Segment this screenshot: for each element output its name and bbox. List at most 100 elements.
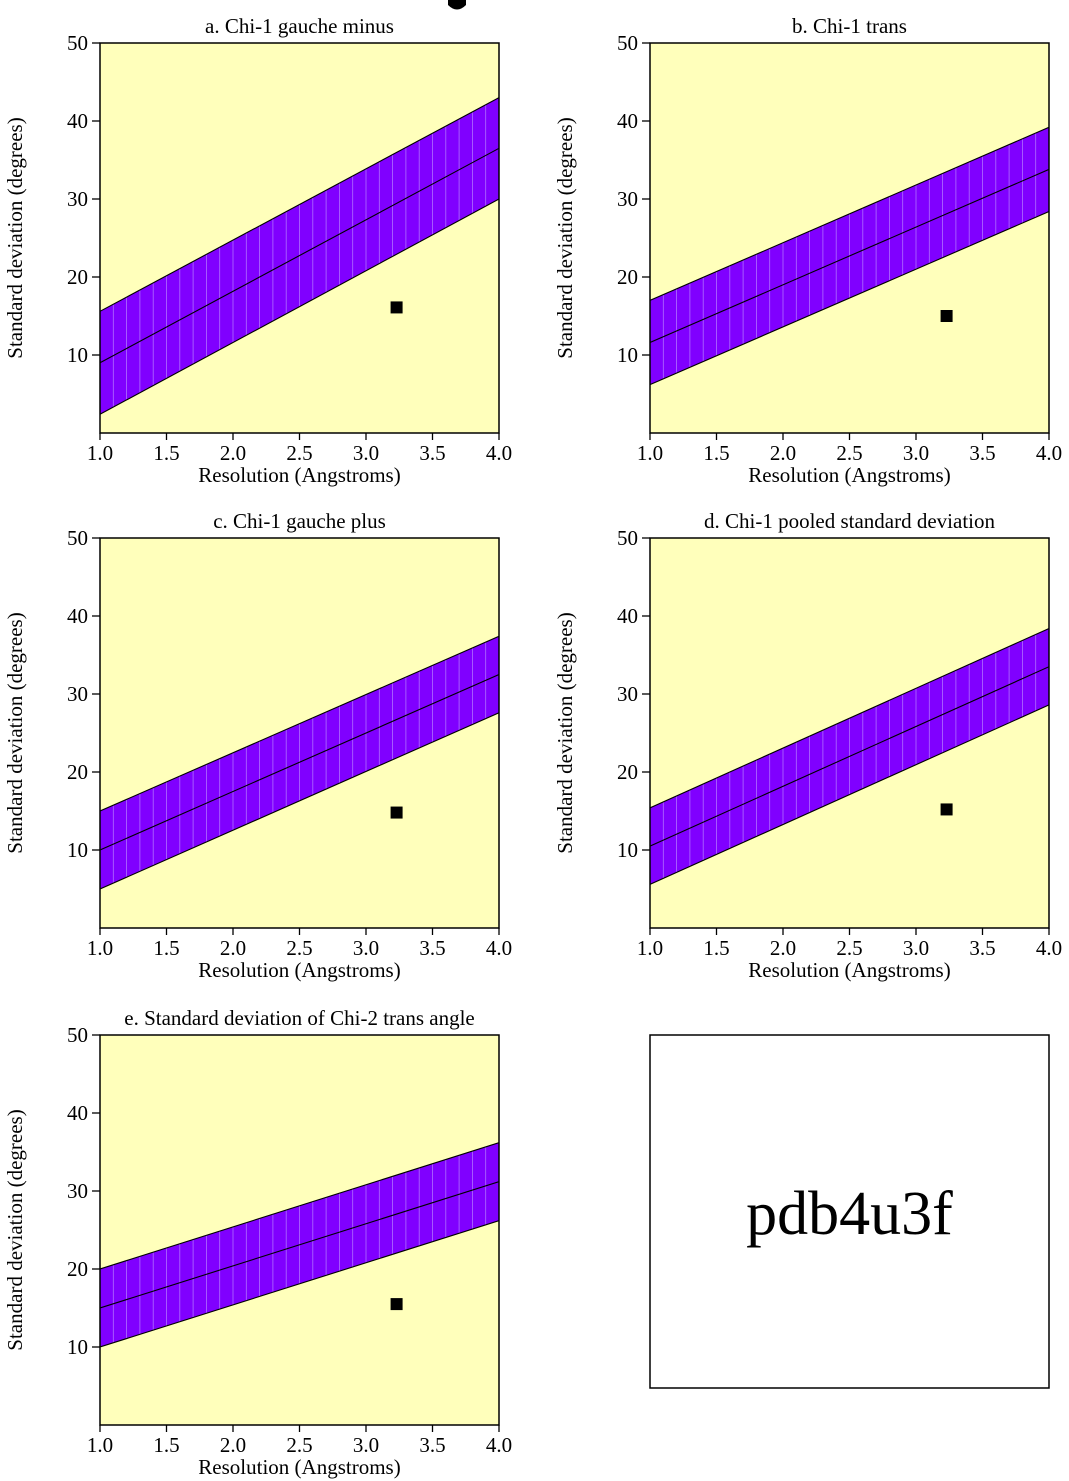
y-tick-label: 40 xyxy=(67,109,88,133)
x-tick-label: 1.0 xyxy=(87,1433,113,1457)
panel-title: e. Standard deviation of Chi-2 trans ang… xyxy=(124,1006,475,1030)
y-axis-label: Standard deviation (degrees) xyxy=(3,117,27,358)
panel-title: a. Chi-1 gauche minus xyxy=(205,14,394,38)
y-tick-label: 30 xyxy=(617,682,638,706)
y-tick-label: 20 xyxy=(67,265,88,289)
y-tick-label: 50 xyxy=(617,31,638,55)
y-tick-label: 20 xyxy=(617,760,638,784)
chart-panel-4: 1.0 1.5 2.0 2.5 3.0 3.5 4.0 10 20 30 40 50 d. Chi-1 … xyxy=(553,509,1062,982)
band-upper-line xyxy=(650,126,1049,301)
x-tick-label: 4.0 xyxy=(486,441,512,465)
data-point xyxy=(390,301,403,314)
x-tick-label: 4.0 xyxy=(1036,441,1062,465)
y-tick-label: 10 xyxy=(67,1335,88,1359)
x-tick-label: 1.5 xyxy=(703,936,729,960)
y-tick-label: 10 xyxy=(617,343,638,367)
y-tick-label: 50 xyxy=(617,526,638,550)
x-tick-label: 3.5 xyxy=(419,936,445,960)
x-tick-label: 2.0 xyxy=(220,936,246,960)
panel-title: c. Chi-1 gauche plus xyxy=(213,509,386,533)
x-axis-label: Resolution (Angstroms) xyxy=(198,958,400,982)
x-tick-label: 1.0 xyxy=(87,936,113,960)
band-lower-line xyxy=(650,210,1049,386)
x-tick-label: 3.0 xyxy=(353,936,379,960)
x-tick-label: 3.0 xyxy=(353,441,379,465)
y-axis-label: Standard deviation (degrees) xyxy=(3,612,27,853)
y-tick-label: 40 xyxy=(67,1101,88,1125)
y-tick-label: 50 xyxy=(67,31,88,55)
x-tick-label: 2.0 xyxy=(220,1433,246,1457)
band-upper-line xyxy=(100,97,499,312)
band-lower-line xyxy=(100,1220,499,1348)
y-axis-label: Standard deviation (degrees) xyxy=(553,612,577,853)
x-tick-label: 2.5 xyxy=(836,936,862,960)
y-tick-label: 10 xyxy=(617,838,638,862)
x-tick-label: 1.5 xyxy=(153,441,179,465)
stamp-box: pdb4u3f xyxy=(649,1034,1050,1389)
clipped-title-glyph-icon xyxy=(448,0,466,10)
x-tick-label: 1.0 xyxy=(637,441,663,465)
y-tick-label: 40 xyxy=(617,109,638,133)
y-tick-label: 20 xyxy=(67,760,88,784)
panels: 1.0 1.5 2.0 2.5 3.0 3.5 4.0 10 20 30 40 50 a. Chi-1 … xyxy=(3,14,1062,1479)
band-center-line xyxy=(100,673,499,851)
x-axis-label: Resolution (Angstroms) xyxy=(748,958,950,982)
x-tick-label: 2.5 xyxy=(286,1433,312,1457)
x-axis-label: Resolution (Angstroms) xyxy=(198,463,400,487)
y-tick-label: 20 xyxy=(617,265,638,289)
x-tick-label: 4.0 xyxy=(486,1433,512,1457)
x-tick-label: 1.5 xyxy=(153,1433,179,1457)
x-tick-label: 3.5 xyxy=(419,1433,445,1457)
x-tick-label: 4.0 xyxy=(486,936,512,960)
x-tick-label: 2.0 xyxy=(770,441,796,465)
data-point xyxy=(390,806,403,819)
x-tick-label: 4.0 xyxy=(1036,936,1062,960)
x-tick-label: 3.5 xyxy=(969,441,995,465)
y-tick-label: 30 xyxy=(67,187,88,211)
y-tick-label: 40 xyxy=(67,604,88,628)
stamp-box-text: pdb4u3f xyxy=(746,1180,953,1248)
chart-panel-2: 1.0 1.5 2.0 2.5 3.0 3.5 4.0 10 20 30 40 50 b. Chi-1 … xyxy=(553,14,1062,487)
x-tick-label: 2.0 xyxy=(220,441,246,465)
x-tick-label: 3.5 xyxy=(969,936,995,960)
y-tick-label: 40 xyxy=(617,604,638,628)
chart-panel-3: 1.0 1.5 2.0 2.5 3.0 3.5 4.0 10 20 30 40 50 c. Chi-1 … xyxy=(3,509,512,982)
band-center-line xyxy=(100,1181,499,1309)
x-tick-label: 3.0 xyxy=(903,936,929,960)
y-tick-label: 30 xyxy=(617,187,638,211)
x-tick-label: 1.5 xyxy=(153,936,179,960)
x-tick-label: 1.0 xyxy=(637,936,663,960)
x-tick-label: 2.5 xyxy=(286,936,312,960)
stamp-box-frame xyxy=(649,1034,1050,1389)
band-upper-line xyxy=(100,1142,499,1270)
y-axis-label: Standard deviation (degrees) xyxy=(553,117,577,358)
y-axis-label: Standard deviation (degrees) xyxy=(3,1109,27,1350)
band-lower-line xyxy=(650,704,1049,885)
x-tick-label: 3.5 xyxy=(419,441,445,465)
band-center-line xyxy=(650,666,1049,847)
panel-title: d. Chi-1 pooled standard deviation xyxy=(704,509,996,533)
x-tick-label: 3.0 xyxy=(353,1433,379,1457)
x-tick-label: 1.0 xyxy=(87,441,113,465)
band-upper-line xyxy=(650,627,1049,809)
y-tick-label: 50 xyxy=(67,1023,88,1047)
band-lower-line xyxy=(100,198,499,415)
y-tick-label: 50 xyxy=(67,526,88,550)
data-point xyxy=(390,1298,403,1311)
band-center-line xyxy=(100,147,499,364)
y-tick-label: 30 xyxy=(67,682,88,706)
x-tick-label: 2.5 xyxy=(286,441,312,465)
y-tick-label: 30 xyxy=(67,1179,88,1203)
panel-title: b. Chi-1 trans xyxy=(792,14,907,38)
x-tick-label: 3.0 xyxy=(903,441,929,465)
y-tick-label: 10 xyxy=(67,343,88,367)
band-lower-line xyxy=(100,712,499,890)
x-axis-label: Resolution (Angstroms) xyxy=(198,1455,400,1479)
band-upper-line xyxy=(100,635,499,812)
x-tick-label: 2.5 xyxy=(836,441,862,465)
x-tick-label: 2.0 xyxy=(770,936,796,960)
chart-panel-5: 1.0 1.5 2.0 2.5 3.0 3.5 4.0 10 20 30 40 50 e. Standa… xyxy=(3,1006,512,1479)
data-point xyxy=(940,803,953,816)
y-tick-label: 20 xyxy=(67,1257,88,1281)
